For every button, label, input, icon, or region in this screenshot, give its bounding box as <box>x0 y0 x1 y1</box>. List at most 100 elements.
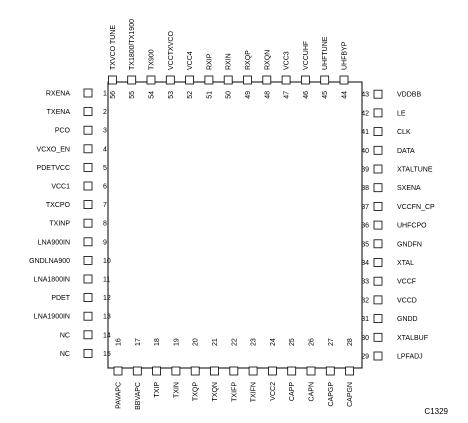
pin-pad <box>373 89 383 99</box>
pin-label: RXIN <box>226 53 233 70</box>
pin-number: 10 <box>103 258 111 265</box>
pin-39-xtaltune: 39 XTALTUNE <box>361 164 433 174</box>
pin-label: VCCD <box>397 297 417 304</box>
pin-pad <box>373 314 383 324</box>
pin-number: 13 <box>103 314 111 321</box>
pin-label: VCC3 <box>284 51 291 70</box>
pin-number: 17 <box>135 338 142 346</box>
pin-number: 30 <box>361 335 369 342</box>
pin-number: 39 <box>361 167 369 174</box>
pin-number: 21 <box>212 338 219 346</box>
pin-pad <box>373 108 383 118</box>
pin-label: RXENA <box>46 91 70 98</box>
pin-number: 9 <box>103 239 107 246</box>
pin-label: VCCUHF <box>303 41 310 70</box>
pin-49-rxqp: 49 RXQP <box>243 50 252 99</box>
pin-label: UHFTUNE <box>322 36 329 70</box>
pin-pad <box>83 162 93 172</box>
pin-26-capn: 26 CAPN <box>306 338 316 401</box>
pin-label: XTALTUNE <box>397 167 433 174</box>
pin-number: 47 <box>284 91 291 99</box>
pin-number: 29 <box>361 354 369 361</box>
pin-pad <box>83 348 93 358</box>
pin-53-vcctxvco: 53 VCCTXVCO <box>165 31 175 99</box>
pin-number: 12 <box>103 295 111 302</box>
pin-pad <box>210 366 219 376</box>
pin-number: 11 <box>103 277 110 284</box>
pin-label: PDETVCC <box>37 165 70 172</box>
pin-pad <box>127 75 137 85</box>
pin-label: CAPN <box>309 382 316 401</box>
pin-number: 41 <box>361 129 369 136</box>
pin-label: LE <box>397 110 406 117</box>
pin-14-nc: 14 NC <box>60 330 111 340</box>
pin-number: 3 <box>103 128 107 135</box>
pin-number: 43 <box>361 92 369 99</box>
pin-pad <box>152 366 162 376</box>
pin-label: RXQP <box>245 50 252 70</box>
pin-label: VCCTXVCO <box>168 31 175 70</box>
pin-pad <box>373 332 383 342</box>
pin-number: 42 <box>361 110 369 117</box>
pin-pad <box>108 75 117 85</box>
pin-37-vccfn-cp: 37 VCCFN_CP <box>361 201 435 211</box>
pin-12-pdet: 12 PDET <box>51 293 111 302</box>
pin-42-le: 42 LE <box>361 108 406 118</box>
pin-label: TXVCO TUNE <box>110 25 117 70</box>
pin-2-txena: 2 TXENA <box>47 107 107 116</box>
pin-number: 19 <box>173 338 180 346</box>
pin-label: BBVAPC <box>135 382 142 410</box>
pin-label: RXQN <box>264 50 271 70</box>
pin-pad <box>373 201 383 211</box>
pin-label: PCO <box>55 128 71 135</box>
pin-pad <box>373 239 383 249</box>
pin-pad <box>83 311 93 321</box>
pin-pad <box>248 366 258 376</box>
pin-label: LPFADJ <box>397 354 423 361</box>
pin-label: TX900 <box>149 49 156 70</box>
pin-number: 25 <box>289 338 296 346</box>
pin-32-vccd: 32 VCCD <box>361 295 417 304</box>
pin-label: CAPP <box>289 382 296 401</box>
pin-label: CAPGN <box>347 382 354 407</box>
pin-label: TXIFP <box>231 382 238 402</box>
pin-number: 33 <box>361 279 369 286</box>
pin-number: 51 <box>206 91 213 99</box>
pin-label: CAPGP <box>328 382 335 407</box>
pin-label: UHFCPO <box>397 223 427 230</box>
pin-number: 15 <box>103 351 111 358</box>
pin-30-xtalbuf: 30 XTALBUF <box>361 332 428 342</box>
pin-pad <box>83 107 93 116</box>
pin-number: 8 <box>103 221 107 228</box>
pin-number: 46 <box>303 91 310 99</box>
pin-8-txinp: 8 TXINP <box>49 218 107 228</box>
pin-number: 45 <box>322 91 329 99</box>
pin-label: TXQN <box>212 382 219 401</box>
pin-number: 22 <box>231 338 238 346</box>
pin-number: 44 <box>342 91 349 99</box>
pin-pad <box>339 75 349 85</box>
pin-pad <box>83 330 93 340</box>
pin-label: TXIP <box>154 382 161 398</box>
pin-number: 55 <box>129 91 136 99</box>
pin-pad <box>190 366 200 376</box>
pin-number: 16 <box>116 338 123 346</box>
pin-55-tx1800-tx1900: 55 TX1800/TX1900 <box>127 19 137 99</box>
pin-23-txifn: 23 TXIFN <box>248 338 258 402</box>
pin-pad <box>267 366 277 376</box>
pin-3-pco: 3 PCO <box>55 125 107 135</box>
pin-pad <box>83 255 93 265</box>
pin-number: 20 <box>193 338 200 346</box>
pin-pad <box>300 75 310 85</box>
pin-label: GNDFN <box>397 241 422 248</box>
pin-pad <box>83 125 93 135</box>
pin-pad <box>146 75 156 85</box>
pin-pad <box>373 351 383 361</box>
pin-number: 37 <box>361 204 369 211</box>
pin-pad <box>83 200 93 210</box>
pin-label: PAVAPC <box>116 382 123 409</box>
pin-label: VCXO_EN <box>37 146 70 153</box>
pin-pad <box>373 164 383 174</box>
pin-number: 49 <box>245 91 252 99</box>
pin-pad <box>83 88 93 98</box>
